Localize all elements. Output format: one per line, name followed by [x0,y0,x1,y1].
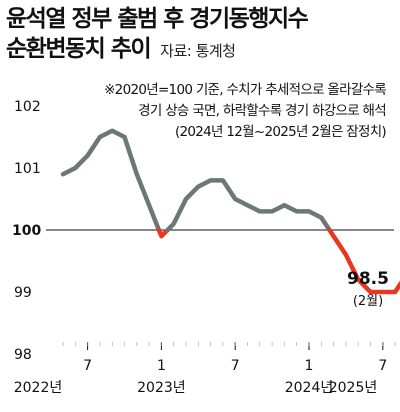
data-point [332,234,336,238]
data-point [319,216,323,220]
y-tick-label-baseline: 100 [12,223,41,239]
data-point [221,178,225,182]
y-tick-label: 99 [14,285,32,301]
note-line-1: ※2020년=100 기준, 수치가 추세적으로 올라갈수록 [104,82,387,98]
data-point [209,178,213,182]
x-tick-label: 1 [305,358,314,374]
data-point [184,197,188,201]
data-point [61,172,65,176]
chart-title: 윤석열 정부 출범 후 경기동행지수 순환변동치 추이 자료: 통계청 [6,4,309,66]
x-year-label: 2025년 [329,380,378,396]
y-tick-label: 101 [14,161,41,177]
x-year-label: 2023년 [137,380,186,396]
note-line-2: 경기 상승 국면, 하락할수록 경기 하강으로 해석 [138,103,387,119]
data-point [258,209,262,213]
series-line-below-baseline [327,227,400,295]
data-point [172,222,176,226]
data-point [196,185,200,189]
series-line-below-baseline [156,227,170,239]
data-point [344,253,348,257]
x-year-label: 2024년 [285,380,334,396]
data-point [73,166,77,170]
source-label: 자료: 통계청 [160,42,236,60]
data-point [307,209,311,213]
data-point [270,209,274,213]
y-tick-label: 102 [14,99,41,115]
data-point [110,129,114,133]
x-tick-label: 1 [157,358,166,374]
series-line-above-baseline [60,128,162,233]
data-point [123,135,127,139]
data-point [98,135,102,139]
x-tick-label: 7 [83,358,92,374]
latest-period-label: (2월) [353,294,383,309]
data-point [135,172,139,176]
data-point [147,203,151,207]
data-point [393,290,397,294]
title-line-1: 윤석열 정부 출범 후 경기동행지수 [6,6,309,32]
data-point [246,203,250,207]
x-tick-label: 7 [231,358,240,374]
data-point [233,197,237,201]
note-line-3: (2024년 12월~2025년 2월은 잠정치) [174,124,387,140]
data-point [159,234,163,238]
chart-note: ※2020년=100 기준, 수치가 추세적으로 올라갈수록 경기 상승 국면,… [56,80,387,143]
data-point [86,154,90,158]
data-point [295,209,299,213]
latest-value-label: 98.5 [347,269,389,289]
data-point [282,203,286,207]
series-line-above-baseline [165,178,332,233]
x-tick-label: 7 [378,358,387,374]
title-line-2: 순환변동치 추이 [6,36,152,62]
y-tick-label: 98 [14,347,32,363]
x-year-label: 2022년 [14,380,63,396]
title-line-2-row: 순환변동치 추이 자료: 통계청 [6,34,307,66]
